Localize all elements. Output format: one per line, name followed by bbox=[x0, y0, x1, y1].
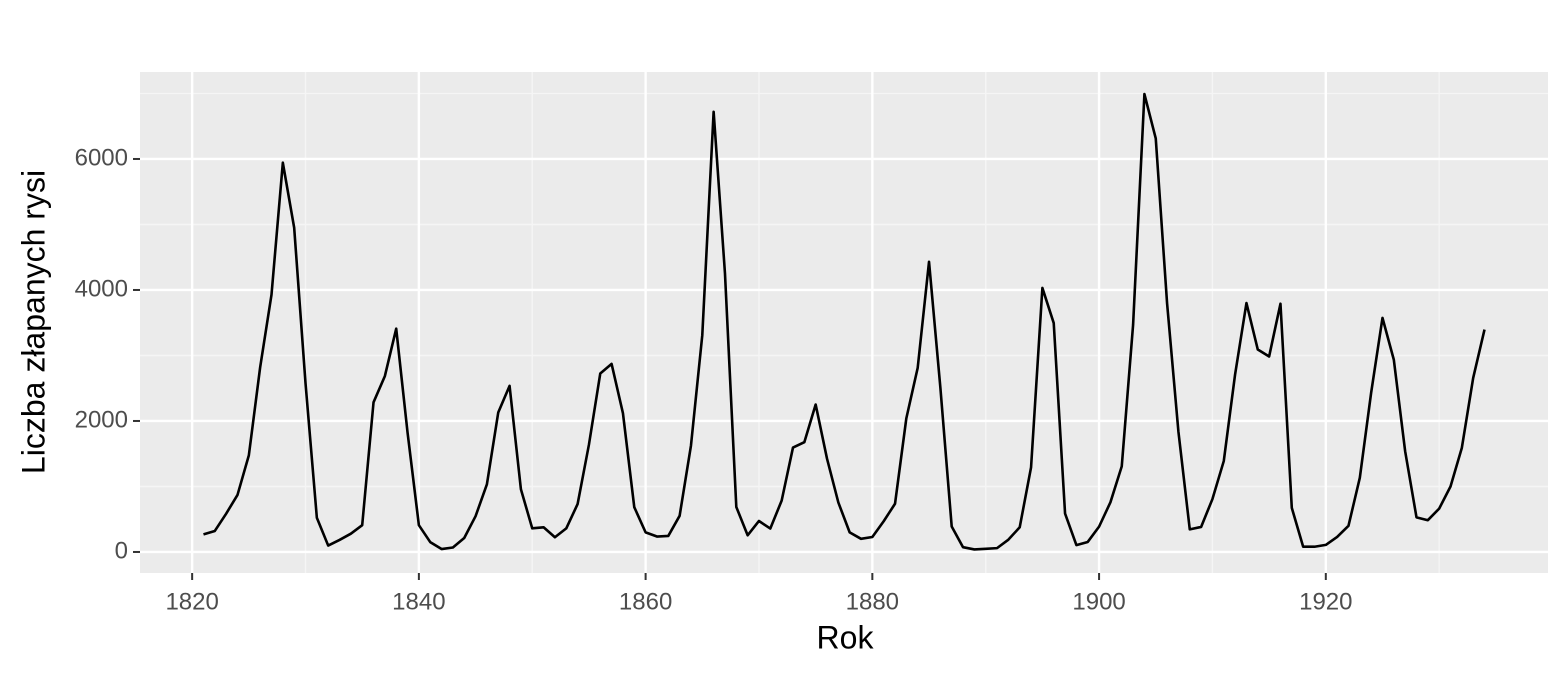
line bbox=[203, 92, 1486, 551]
y-tick-label: 0 bbox=[115, 537, 128, 564]
y-axis-title: Liczba złapanych rysi bbox=[15, 170, 51, 474]
x-tick-label: 1920 bbox=[1299, 588, 1352, 615]
x-tick-label: 1840 bbox=[392, 588, 445, 615]
x-axis-title: Rok bbox=[817, 619, 875, 655]
y-tick-label: 4000 bbox=[75, 275, 128, 302]
x-tick-label: 1820 bbox=[165, 588, 218, 615]
x-tick-label: 1860 bbox=[619, 588, 672, 615]
panel bbox=[140, 72, 1548, 573]
x-tick-label: 1880 bbox=[846, 588, 899, 615]
y-tick-label: 6000 bbox=[75, 144, 128, 171]
x-tick-label: 1900 bbox=[1072, 588, 1125, 615]
y-tick-label: 2000 bbox=[75, 406, 128, 433]
